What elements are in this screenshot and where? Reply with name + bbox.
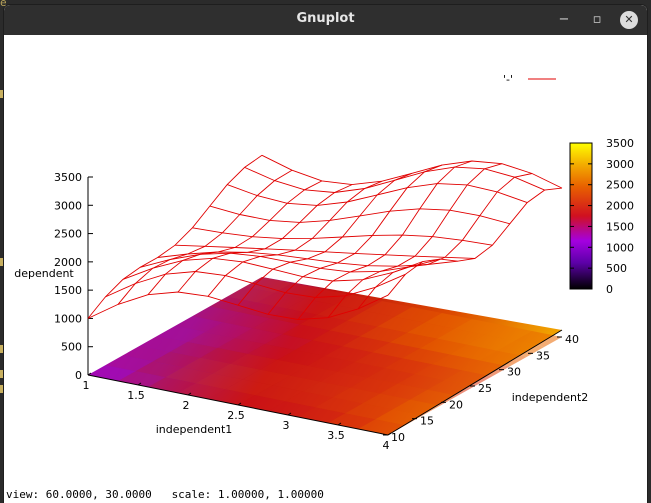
x-tick-label: 2.5	[227, 409, 245, 422]
z-tick-label: 3500	[54, 171, 82, 184]
legend-label: '-'	[503, 73, 513, 86]
y-tick-label: 30	[507, 366, 521, 379]
x-tick-label: 4	[383, 439, 390, 452]
y-tick-label: 25	[478, 382, 492, 395]
z-tick-label: 3000	[54, 199, 82, 212]
colorbox-tick-label: 500	[606, 262, 627, 275]
z-tick-label: 500	[61, 341, 82, 354]
y-tick-label: 10	[391, 431, 405, 444]
restore-icon[interactable]: ▫	[592, 12, 602, 27]
y-tick-label: 20	[449, 398, 463, 411]
x-tick-label: 2	[183, 399, 190, 412]
x-tick-label: 3.5	[327, 429, 345, 442]
editor-marker	[0, 258, 4, 266]
title-bar[interactable]: Gnuplot − ▫ ✕	[4, 5, 647, 35]
surface-wireframe	[87, 154, 563, 320]
colorbox-tick-label: 1500	[606, 220, 634, 233]
window-title: Gnuplot	[296, 11, 355, 26]
view-status: view: 60.0000, 30.0000 scale: 1.00000, 1…	[6, 488, 324, 501]
z-axis-label: dependent	[14, 267, 74, 280]
color-box	[569, 142, 593, 290]
x-tick-label: 1	[83, 379, 90, 392]
editor-marker	[0, 90, 4, 98]
x-axis-label: independent1	[156, 423, 233, 436]
z-tick-label: 2000	[54, 256, 82, 269]
minimize-icon[interactable]: −	[558, 12, 570, 27]
z-tick-label: 1500	[54, 284, 82, 297]
y-ticks: 10 15 20 25 30 35 40	[383, 333, 579, 444]
colorbox-tick-label: 0	[606, 283, 613, 296]
x-tick-label: 1.5	[127, 389, 145, 402]
surface-cells	[88, 277, 562, 435]
y-tick-label: 35	[536, 349, 550, 362]
colorbox-tick-label: 1000	[606, 241, 634, 254]
y-axis	[387, 329, 563, 436]
editor-marker	[0, 385, 4, 393]
colorbox-tick-label: 2000	[606, 200, 634, 213]
editor-marker	[0, 370, 4, 378]
gnuplot-window: Gnuplot − ▫ ✕	[4, 5, 647, 503]
colorbox-tick-label: 3500	[606, 137, 634, 150]
z-tick-label: 2500	[54, 228, 82, 241]
x-ticks: 1 1.5 2 2.5 3 3.5 4	[83, 372, 392, 452]
colorbox-ticks: 0 500 1000 1500 2000 2500 3000 3500	[570, 137, 634, 296]
x-tick-label: 3	[283, 419, 290, 432]
editor-partial-text: e static PrintStream out;	[0, 0, 7, 9]
y-tick-label: 40	[565, 333, 579, 346]
y-axis-label: independent2	[512, 391, 589, 404]
z-axis: 0 500 1000 1500 2000 2500 3000 3500	[54, 171, 93, 382]
y-tick-label: 15	[420, 415, 434, 428]
z-tick-label: 1000	[54, 312, 82, 325]
colorbox-tick-label: 3000	[606, 158, 634, 171]
colorbox-tick-label: 2500	[606, 179, 634, 192]
close-icon[interactable]: ✕	[620, 11, 638, 29]
z-tick-label: 0	[75, 369, 82, 382]
editor-marker	[0, 345, 4, 353]
